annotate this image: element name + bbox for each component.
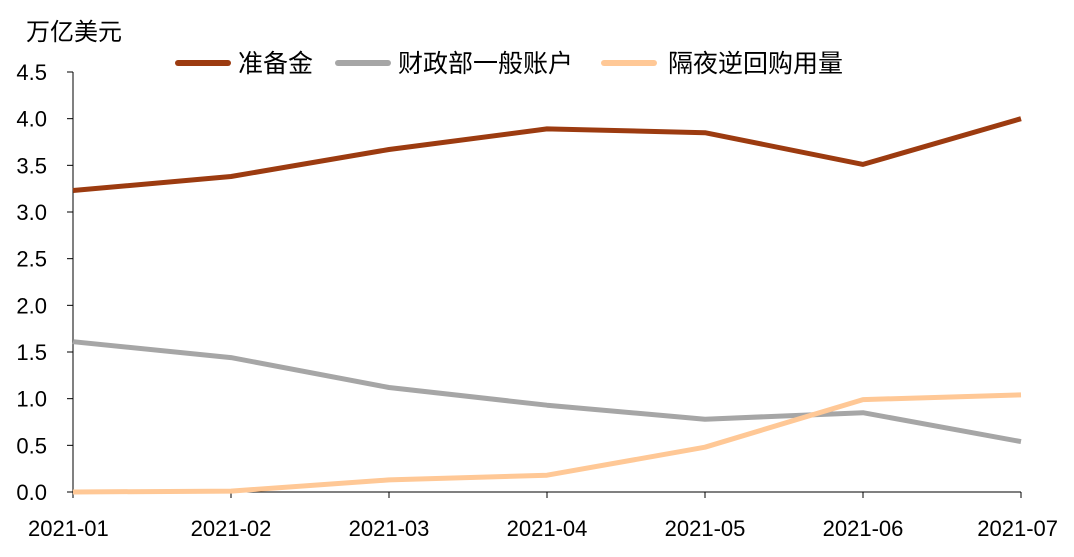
y-tick-label: 2.5 (16, 247, 47, 272)
x-tick-label: 2021-03 (349, 516, 430, 541)
legend: 准备金 财政部一般账户 隔夜逆回购用量 (175, 49, 843, 78)
series-line-0 (72, 116, 1022, 193)
series-line-2 (72, 392, 1022, 495)
y-tick-label: 4.5 (16, 60, 47, 85)
axes: 0.0 0.5 1.0 1.5 2.0 2.5 3.0 3.5 4.0 4.5 2021-01 202… (16, 60, 1058, 541)
x-tick-label: 2021-02 (191, 516, 272, 541)
y-tick-label: 0.0 (16, 480, 47, 505)
x-tick-label: 2021-05 (665, 516, 746, 541)
series-line-1 (72, 339, 1022, 445)
series-lines (72, 116, 1022, 495)
legend-label-2: 隔夜逆回购用量 (668, 49, 843, 78)
y-axis-unit-label: 万亿美元 (26, 18, 122, 46)
y-tick-label: 2.0 (16, 293, 47, 318)
y-tick-label: 0.5 (16, 433, 47, 458)
legend-label-1: 财政部一般账户 (398, 49, 573, 78)
y-tick-label: 1.0 (16, 387, 47, 412)
x-tick-label: 2021-01 (28, 516, 109, 541)
x-tick-label: 2021-07 (977, 516, 1058, 541)
y-tick-label: 1.5 (16, 340, 47, 365)
y-tick-label: 4.0 (16, 107, 47, 132)
x-tick-label: 2021-06 (823, 516, 904, 541)
y-tick-label: 3.0 (16, 200, 47, 225)
y-tick-label: 3.5 (16, 153, 47, 178)
legend-label-0: 准备金 (238, 49, 313, 78)
x-tick-label: 2021-04 (507, 516, 588, 541)
